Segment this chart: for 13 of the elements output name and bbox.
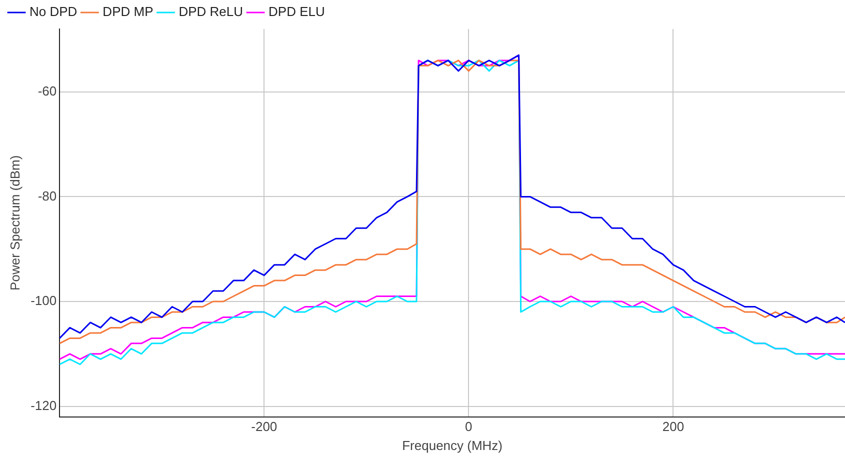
x-tick-label: 200 [662,419,684,434]
legend-label: No DPD [30,4,78,20]
y-tick-label: -100 [30,293,57,308]
legend-label: DPD ELU [268,4,325,20]
y-tick-label: -80 [38,188,57,204]
legend-label: DPD MP [102,4,154,20]
x-tick-label: 0 [465,419,472,434]
x-tick-label: -200 [251,419,278,434]
legend-label: DPD ReLU [178,4,244,20]
y-axis-title: Power Spectrum (dBm) [7,155,22,290]
y-tick-label: -120 [30,398,57,413]
x-axis-title: Frequency (MHz) [402,438,503,453]
y-tick-label: -60 [38,83,57,98]
